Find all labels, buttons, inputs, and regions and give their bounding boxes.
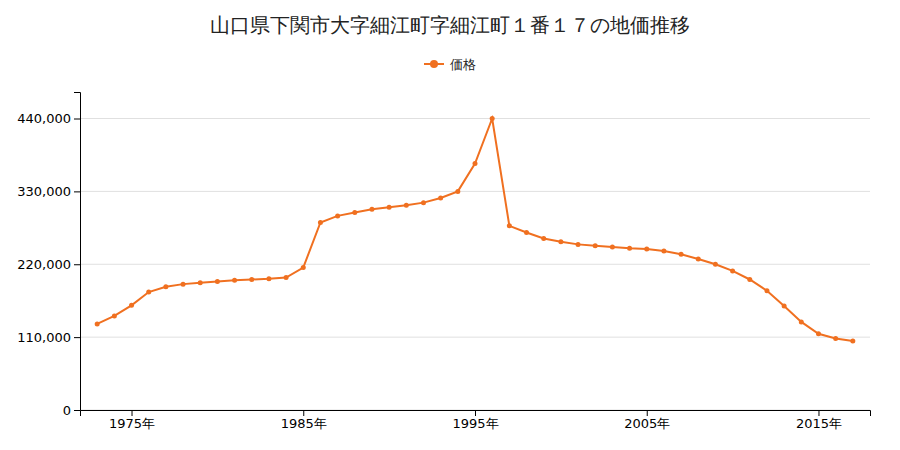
x-tick: 2005年 [624,410,670,431]
series-point [404,203,409,208]
series-point [232,278,237,283]
grid-line [80,337,870,338]
series-point [318,220,323,225]
x-axis-line [81,411,871,417]
plot-area: 1975年 1985年 1995年 2005年 2015年 0 110,000 220,000… [17,93,870,432]
series-point [198,280,203,285]
x-tick: 1985年 [281,410,327,431]
series-point [215,279,220,284]
x-tick-mark [647,410,648,416]
series-point [782,303,787,308]
series-point [713,262,718,267]
series-point [507,223,512,228]
x-tick-mark [303,410,304,416]
series-point [301,265,306,270]
series-point [163,284,168,289]
series-point [249,277,254,282]
x-tick-label: 1995年 [452,416,498,431]
series-point [850,339,855,344]
series-point [541,236,546,241]
y-tick: 0 [63,403,80,418]
series-point [335,213,340,218]
x-tick: 1975年 [109,410,155,431]
series-point [730,268,735,273]
x-tick: 2015年 [796,410,842,431]
legend-item: 価格 [424,57,476,72]
y-tick-mark [74,337,80,338]
y-tick-label: 0 [63,403,71,418]
series-point [129,303,134,308]
x-tick-mark [132,410,133,416]
y-tick-label: 330,000 [17,184,71,199]
series-point [816,331,821,336]
series-point [764,288,769,293]
x-tick: 1995年 [452,410,498,431]
y-tick-label: 220,000 [17,257,71,272]
x-tick-mark [818,410,819,416]
y-tick-label: 440,000 [17,111,71,126]
y-axis-line [74,93,81,411]
series-point [524,230,529,235]
series-point [610,245,615,250]
y-tick: 330,000 [17,184,80,199]
series [95,116,856,344]
y-tick-mark [74,410,80,411]
y-tick-mark [74,191,80,192]
series-point [284,275,289,280]
y-tick: 440,000 [17,111,80,126]
series-point [112,313,117,318]
y-tick-mark [74,119,80,120]
x-tick-label: 1985年 [281,416,327,431]
grid-line [80,191,870,192]
y-tick-mark [74,264,80,265]
legend-label: 価格 [450,57,476,72]
x-tick-label: 1975年 [109,416,155,431]
series-point [799,319,804,324]
series-point [644,247,649,252]
series-point [181,282,186,287]
series-point [696,256,701,261]
legend-marker [430,60,438,68]
x-axis: 1975年 1985年 1995年 2005年 2015年 [81,410,871,431]
title: 山口県下関市大字細江町字細江町１番１７の地価推移 [210,13,690,37]
series-point [576,242,581,247]
series-point [490,116,495,121]
grid-line [80,118,870,119]
chart: 1975年 1985年 1995年 2005年 2015年 0 110,000 220,000… [0,0,900,450]
grid-line [80,264,870,265]
series-point [747,277,752,282]
series-point [455,189,460,194]
legend: 価格 [424,57,476,72]
series-point [421,200,426,205]
x-tick-mark [475,410,476,416]
y-tick-label: 110,000 [17,330,71,345]
series-point [833,336,838,341]
y-axis: 0 110,000 220,000 330,000 440,000 [17,93,80,418]
marks [95,116,856,344]
series-point [266,276,271,281]
series-point [593,243,598,248]
y-tick: 110,000 [17,330,80,345]
series-point [352,210,357,215]
series-point [661,249,666,254]
y-tick: 220,000 [17,257,80,272]
series-point [387,205,392,210]
series-line [97,119,853,342]
series-point [679,252,684,257]
series-point [438,196,443,201]
series-point [473,161,478,166]
series-point [95,321,100,326]
x-tick-label: 2005年 [624,416,670,431]
series-point [369,207,374,212]
series-point [558,239,563,244]
x-tick-label: 2015年 [796,416,842,431]
series-point [627,246,632,251]
grid [80,119,870,411]
series-point [146,290,151,295]
